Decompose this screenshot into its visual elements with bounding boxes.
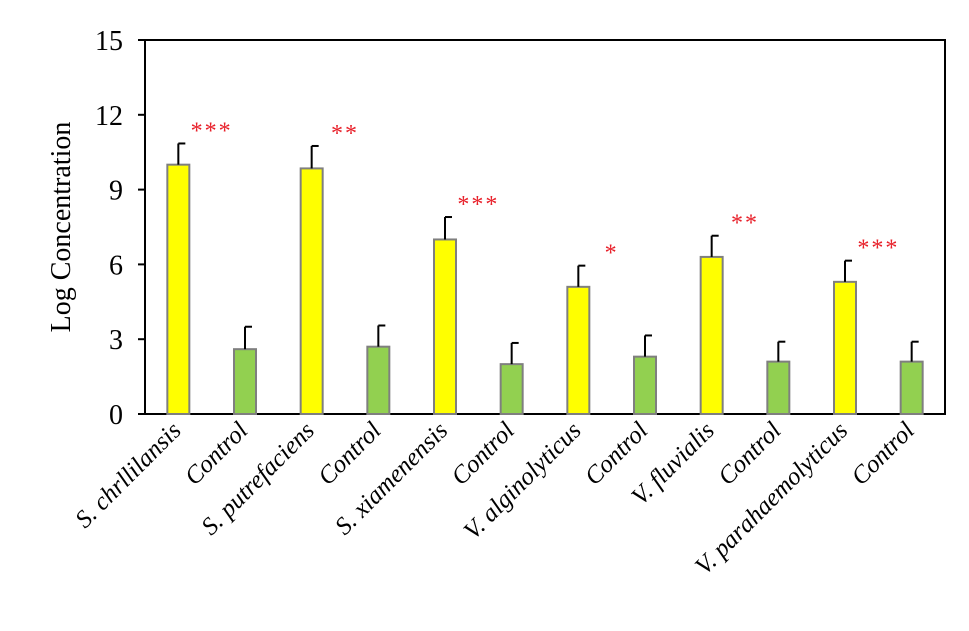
treatment-bar	[433, 238, 457, 415]
treatment-bar	[166, 163, 191, 415]
y-tick-label: 15	[95, 26, 123, 57]
control-bar	[499, 363, 524, 415]
y-tick-label: 9	[109, 176, 123, 207]
significance-marker: ***	[191, 118, 233, 144]
bars	[166, 163, 924, 416]
significance-marker: *	[605, 241, 619, 267]
y-tick-label: 3	[109, 325, 123, 356]
control-bar	[633, 355, 657, 415]
x-category-label: V. alginolyticus	[459, 417, 587, 545]
treatment-bar	[299, 167, 324, 415]
treatment-bar	[699, 255, 724, 416]
control-bar	[233, 348, 257, 416]
plot-area	[144, 39, 946, 415]
treatment-bar	[833, 280, 857, 415]
significance-marker: ***	[457, 192, 499, 218]
x-category-label: S. chrllilansis	[70, 417, 186, 533]
significance-markers: *** ***********	[191, 118, 899, 267]
y-tick-label: 12	[95, 101, 123, 132]
treatment-bar	[566, 285, 591, 415]
control-bar	[766, 360, 791, 416]
y-axis: 0 3 6 9 12 15	[95, 26, 145, 431]
y-tick-label: 6	[109, 250, 123, 281]
significance-marker: **	[331, 121, 359, 147]
y-axis-title: Log Concentration	[46, 122, 77, 333]
x-category-label: Control	[846, 417, 919, 490]
error-bars	[177, 142, 919, 365]
control-bar	[899, 360, 924, 416]
significance-marker: ***	[857, 236, 899, 262]
significance-marker: **	[731, 211, 759, 237]
control-bar	[366, 345, 391, 415]
y-tick-label: 0	[109, 400, 123, 431]
